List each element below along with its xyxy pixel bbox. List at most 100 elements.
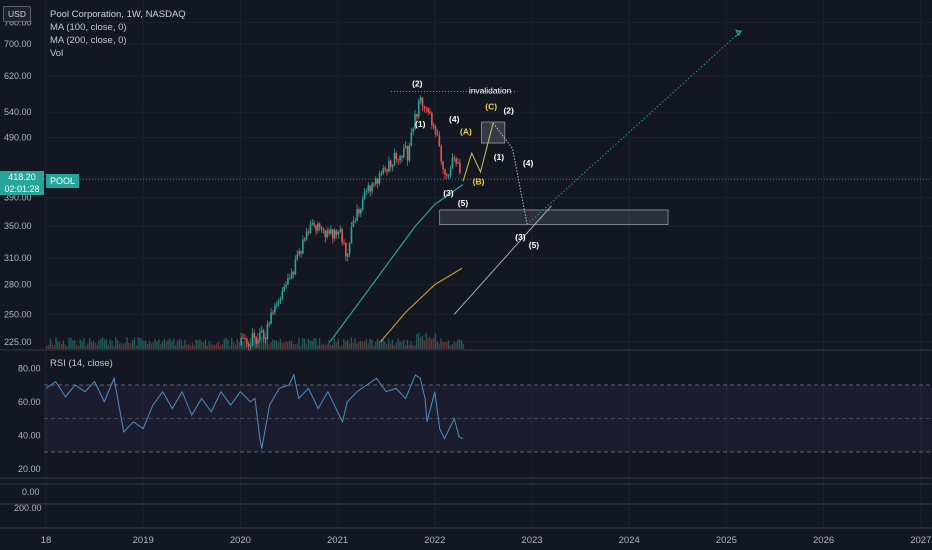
volume-bar bbox=[234, 344, 237, 349]
candle-body bbox=[246, 338, 248, 345]
volume-bar bbox=[294, 344, 296, 349]
candle-body bbox=[412, 128, 414, 133]
candle-body bbox=[374, 178, 377, 184]
volume-bar bbox=[305, 344, 308, 349]
volume-bar bbox=[298, 337, 300, 349]
candle-body bbox=[391, 165, 394, 168]
volume-bar bbox=[401, 341, 403, 349]
volume-bar bbox=[203, 342, 205, 349]
candle-body bbox=[406, 145, 409, 161]
volume-bar bbox=[72, 340, 74, 349]
volume-bar bbox=[350, 337, 352, 349]
volume-bar bbox=[92, 340, 95, 349]
candle-body bbox=[457, 162, 459, 164]
volume-bar bbox=[330, 344, 332, 349]
volume-bar bbox=[236, 339, 238, 349]
volume-bar bbox=[287, 341, 289, 349]
candle-body bbox=[369, 185, 371, 192]
volume-bar bbox=[204, 339, 207, 349]
ma100-legend[interactable]: MA (100, close, 0) bbox=[50, 22, 127, 33]
candle-body bbox=[436, 134, 439, 136]
candle-body bbox=[255, 337, 257, 344]
candle-body bbox=[378, 173, 381, 184]
x-tick-label: 2025 bbox=[716, 535, 737, 546]
candle-body bbox=[259, 332, 261, 341]
volume-bar bbox=[270, 341, 272, 349]
candle-body bbox=[354, 220, 357, 222]
volume-bar bbox=[227, 339, 229, 349]
rsi-y-tick-label: 20.00 bbox=[18, 464, 41, 474]
volume-bar bbox=[165, 341, 167, 349]
volume-bar bbox=[107, 345, 109, 349]
volume-bar bbox=[51, 343, 53, 349]
volume-bar bbox=[103, 339, 106, 349]
volume-bar bbox=[66, 345, 68, 349]
volume-bar bbox=[145, 340, 147, 349]
volume-bar bbox=[460, 339, 463, 349]
time-axis bbox=[0, 528, 932, 550]
volume-bar bbox=[223, 338, 225, 349]
volume-bar bbox=[197, 340, 199, 349]
currency-button[interactable]: USD bbox=[3, 6, 31, 22]
candle-body bbox=[348, 243, 351, 254]
x-tick-label: 2021 bbox=[327, 535, 348, 546]
volume-bar bbox=[416, 333, 418, 349]
volume-bar bbox=[403, 340, 405, 349]
candle-body bbox=[352, 221, 355, 228]
candle-body bbox=[417, 100, 420, 117]
chart-legend: Pool Corporation, 1W, NASDAQ MA (100, cl… bbox=[50, 8, 186, 60]
volume-bar bbox=[361, 341, 364, 349]
volume-bar bbox=[436, 341, 438, 349]
volume-bar bbox=[397, 338, 399, 349]
candle-body bbox=[307, 231, 310, 233]
wave-label: (1) bbox=[494, 152, 505, 162]
candle-body bbox=[376, 178, 379, 184]
volume-bar bbox=[75, 344, 78, 349]
volume-bar bbox=[285, 341, 287, 349]
candle-body bbox=[257, 340, 259, 344]
extra-pane-tick: 200.00 bbox=[14, 503, 42, 513]
volume-bar bbox=[133, 337, 136, 349]
candle-body bbox=[446, 174, 448, 176]
rsi-legend[interactable]: RSI (14, close) bbox=[50, 358, 113, 369]
volume-bar bbox=[358, 341, 360, 349]
candle-body bbox=[331, 229, 334, 239]
abc-projection bbox=[462, 122, 494, 182]
volume-bar bbox=[356, 343, 358, 349]
ma200-legend[interactable]: MA (200, close, 0) bbox=[50, 35, 127, 46]
rsi-y-tick-label: 40.00 bbox=[18, 430, 41, 440]
candle-body bbox=[451, 157, 454, 169]
candle-body bbox=[431, 112, 433, 126]
y-tick-label: 540.00 bbox=[4, 107, 32, 117]
volume-bar bbox=[167, 339, 169, 349]
wave-label: (4) bbox=[449, 114, 460, 124]
candle-body bbox=[440, 146, 443, 162]
candle-body bbox=[365, 191, 368, 193]
candle-body bbox=[277, 300, 280, 304]
volume-bar bbox=[100, 338, 102, 349]
candle-body bbox=[429, 111, 431, 113]
volume-bar bbox=[74, 339, 76, 349]
volume-bar bbox=[462, 343, 465, 349]
volume-bar bbox=[414, 345, 416, 349]
volume-bar bbox=[143, 341, 145, 349]
volume-bar bbox=[451, 344, 453, 349]
x-tick-label: 2020 bbox=[230, 535, 251, 546]
volume-legend[interactable]: Vol bbox=[50, 48, 64, 59]
candle-body bbox=[302, 239, 304, 254]
volume-bar bbox=[150, 343, 152, 349]
candle-body bbox=[294, 259, 297, 275]
candle-body bbox=[386, 169, 388, 172]
candle-body bbox=[266, 324, 269, 339]
candle-body bbox=[264, 337, 267, 339]
volume-bar bbox=[266, 338, 268, 349]
y-tick-label: 310.00 bbox=[4, 253, 32, 263]
candle-body bbox=[274, 305, 276, 313]
volume-bar bbox=[169, 337, 171, 349]
target-box-c bbox=[481, 121, 506, 144]
volume-bar bbox=[281, 342, 283, 349]
candle-body bbox=[322, 229, 325, 231]
candle-body bbox=[339, 229, 342, 232]
